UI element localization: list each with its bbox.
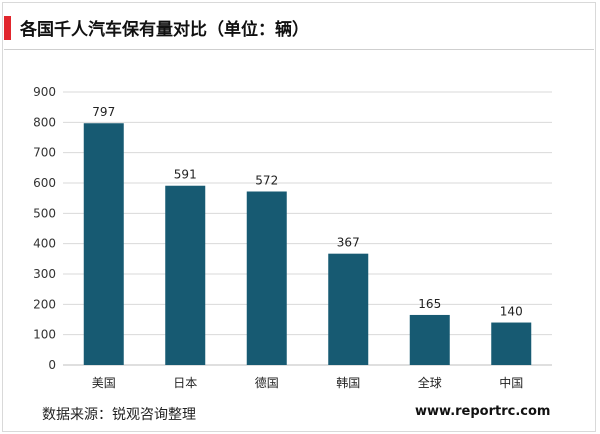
chart-title: 各国千人汽车保有量对比（单位：辆）	[20, 20, 309, 40]
data-label: 367	[337, 236, 360, 250]
x-tick-label: 美国	[92, 376, 116, 390]
y-tick-label: 400	[33, 237, 56, 251]
bar	[409, 314, 450, 365]
x-tick-label: 德国	[255, 375, 279, 390]
y-tick-label: 700	[33, 146, 56, 160]
website-label: www.reportrc.com	[415, 404, 551, 419]
y-tick-label: 100	[33, 328, 56, 342]
y-tick-label: 600	[33, 176, 56, 190]
title-divider	[4, 49, 594, 50]
y-tick-label: 900	[33, 85, 56, 99]
data-label: 165	[418, 297, 441, 311]
data-label: 140	[500, 305, 523, 319]
x-tick-label: 日本	[173, 376, 197, 390]
x-tick-label: 韩国	[336, 375, 360, 390]
data-source: 数据来源：锐观咨询整理	[42, 407, 196, 423]
y-tick-label: 300	[33, 267, 56, 281]
y-tick-label: 500	[33, 206, 56, 220]
data-label: 591	[174, 168, 197, 182]
x-tick-label: 中国	[499, 375, 523, 390]
bar	[491, 322, 532, 365]
data-label: 797	[92, 105, 115, 119]
bar	[328, 253, 369, 365]
y-tick-label: 0	[48, 358, 56, 372]
title-accent-bar	[4, 16, 11, 40]
bar	[165, 185, 206, 365]
y-tick-label: 800	[33, 115, 56, 129]
x-tick-label: 全球	[418, 375, 442, 390]
bar	[246, 191, 287, 365]
data-label: 572	[255, 173, 278, 187]
y-tick-label: 200	[33, 297, 56, 311]
bar	[83, 123, 124, 365]
